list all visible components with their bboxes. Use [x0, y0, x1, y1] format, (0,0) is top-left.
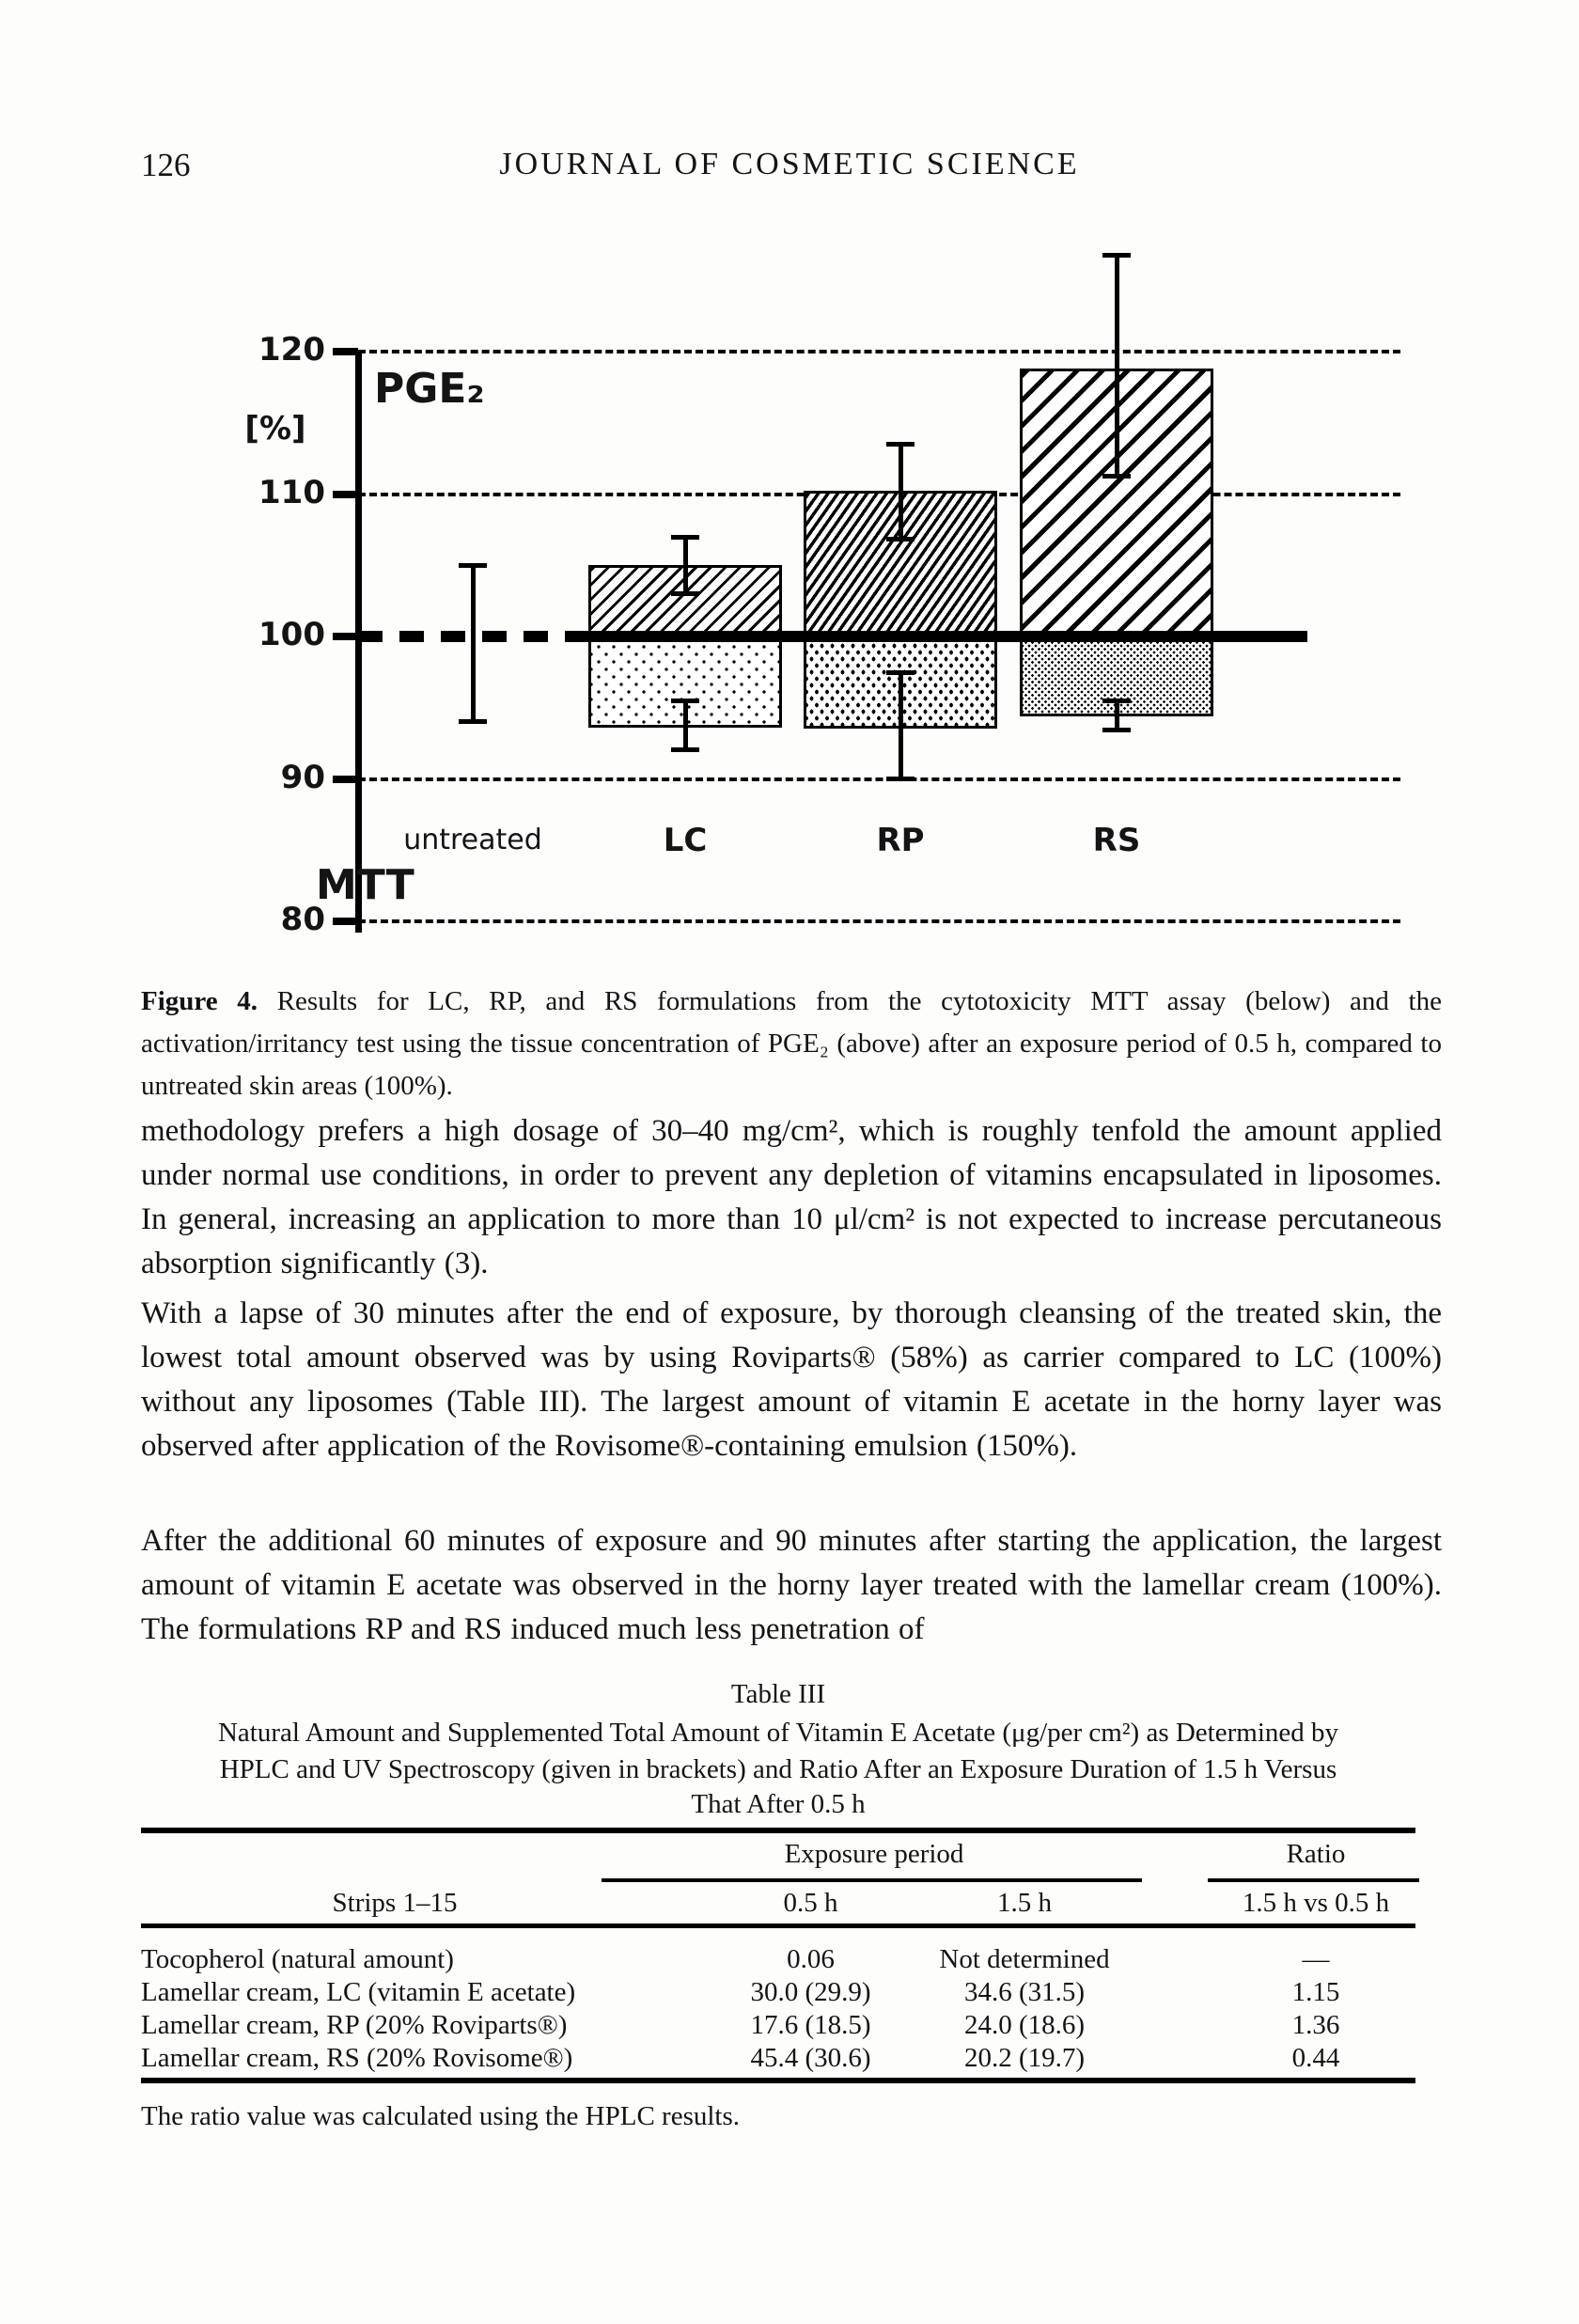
error-bar-cap: [1102, 252, 1131, 258]
error-bar-rs-pge2: [1114, 254, 1119, 478]
body-paragraph-1: methodology prefers a high dosage of 30–…: [141, 1114, 1442, 1280]
row-label: Lamellar cream, RS (20% Rovisome®): [141, 2043, 573, 2073]
row-value-ratio: 1.15: [1291, 1977, 1340, 2007]
y-axis-tick: [333, 633, 358, 640]
table-caption-line: HPLC and UV Spectroscopy (given in brack…: [219, 1754, 1337, 1784]
row-value-15h: 20.2 (19.7): [963, 2043, 1086, 2073]
error-bar-untreated-pge2: [470, 565, 476, 722]
y-axis-tick-label: 110: [258, 473, 325, 511]
y-axis-tick-label: 100: [258, 616, 325, 653]
table-spanner-ratio: Ratio: [1286, 1839, 1346, 1869]
row-value-15h: Not determined: [939, 1944, 1110, 1974]
error-bar-cap: [459, 718, 487, 724]
error-bar-cap: [886, 669, 915, 675]
figure-caption: Figure 4. Results for LC, RP, and RS form…: [141, 981, 1442, 1107]
error-bar-cap: [671, 747, 699, 753]
page-number: 126: [141, 147, 191, 183]
row-value-ratio: —: [1302, 1944, 1330, 1974]
table-spanner-exposure: Exposure period: [784, 1839, 964, 1869]
error-bar-cap: [671, 590, 699, 596]
table-row: Lamellar cream, LC (vitamin E acetate) 3…: [141, 1977, 1419, 2015]
table-title: Table III: [730, 1679, 826, 1709]
row-value-ratio: 0.44: [1291, 2043, 1340, 2073]
journal-title: JOURNAL OF COSMETIC SCIENCE: [499, 147, 1080, 181]
y-axis-tick-label: 90: [280, 758, 325, 796]
error-bar-rs-mtt: [1114, 700, 1119, 730]
col-header-05h: 0.5 h: [783, 1888, 838, 1918]
error-bar-cap: [1102, 474, 1131, 479]
table-caption-line: Natural Amount and Supplemented Total Am…: [217, 1718, 1339, 1748]
figure-4-chart: 120 110 100 90 80 untreated LC RP RS PGE₂ MTT [%]: [0, 0, 1579, 950]
row-label: Lamellar cream, RP (20% Roviparts®): [141, 2010, 568, 2040]
gridline-90: [358, 777, 1400, 781]
error-bar-cap: [1102, 699, 1131, 704]
error-bar-cap: [886, 776, 915, 781]
row-value-15h: 34.6 (31.5): [963, 1977, 1086, 2007]
row-value-05h: 0.06: [787, 1944, 835, 1974]
error-bar-cap: [671, 534, 699, 540]
body-paragraph-3: After the additional 60 minutes of expos…: [141, 1524, 1442, 1646]
col-header-strips: Strips 1–15: [332, 1888, 458, 1918]
baseline-100-solid-segment: [588, 631, 1307, 642]
chart-label-pge2: PGE₂: [374, 365, 485, 413]
table-top-rule: [141, 1828, 1415, 1833]
figure-caption-text: Results for LC, RP, and RS formulations …: [141, 986, 1442, 1101]
error-bar-lc-pge2: [682, 536, 688, 594]
error-bar-cap: [459, 563, 487, 569]
row-label: Tocopherol (natural amount): [141, 1944, 454, 1974]
table-header-row: Strips 1–15 0.5 h 1.5 h 1.5 h vs 0.5 h: [141, 1888, 1419, 1925]
table-caption-line: That After 0.5 h: [691, 1789, 866, 1819]
y-axis-tick-label: 80: [280, 901, 325, 938]
category-label-rs: RS: [1092, 822, 1141, 859]
error-bar-rp-mtt: [898, 671, 903, 779]
error-bar-lc-mtt: [682, 700, 688, 751]
row-value-ratio: 1.36: [1291, 2010, 1340, 2040]
gridline-80: [358, 919, 1400, 923]
table-row: Lamellar cream, RS (20% Rovisome®) 45.4 …: [141, 2043, 1419, 2081]
error-bar-cap: [671, 699, 699, 704]
error-bar-cap: [886, 442, 915, 448]
row-value-05h: 45.4 (30.6): [750, 2043, 871, 2073]
table-footnote: The ratio value was calculated using the…: [141, 2101, 741, 2131]
row-label: Lamellar cream, LC (vitamin E acetate): [141, 1977, 576, 2007]
gridline-120: [358, 350, 1400, 353]
error-bar-cap: [886, 536, 915, 542]
category-label-lc: LC: [663, 822, 708, 859]
table-row: Lamellar cream, RP (20% Roviparts®) 17.6…: [141, 2010, 1419, 2048]
row-value-05h: 30.0 (29.9): [750, 1977, 871, 2007]
col-header-ratio: 1.5 h vs 0.5 h: [1242, 1888, 1390, 1918]
spanner-rule-ratio: [1208, 1878, 1419, 1882]
row-value-15h: 24.0 (18.6): [963, 2010, 1086, 2040]
y-axis-tick: [333, 918, 358, 925]
y-axis-tick: [333, 775, 358, 783]
category-label-rp: RP: [876, 822, 925, 859]
table-bottom-rule: [141, 2078, 1415, 2083]
y-axis-tick: [333, 490, 358, 498]
spanner-rule-exposure: [602, 1878, 1142, 1882]
y-axis-tick: [333, 348, 358, 355]
error-bar-rp-pge2: [898, 444, 903, 540]
table-row: Tocopherol (natural amount) 0.06 Not det…: [141, 1944, 1419, 1982]
chart-label-mtt: MTT: [316, 861, 414, 909]
col-header-15h: 1.5 h: [997, 1888, 1052, 1918]
y-axis-tick-label: 120: [258, 331, 325, 369]
error-bar-cap: [1102, 727, 1131, 732]
body-paragraph-2: With a lapse of 30 minutes after the end…: [141, 1296, 1442, 1463]
chart-unit-label: [%]: [244, 410, 306, 448]
row-value-05h: 17.6 (18.5): [750, 2010, 871, 2040]
table-mid-rule: [141, 1924, 1415, 1928]
category-label-untreated: untreated: [403, 824, 542, 856]
figure-caption-label: Figure 4.: [141, 986, 258, 1016]
